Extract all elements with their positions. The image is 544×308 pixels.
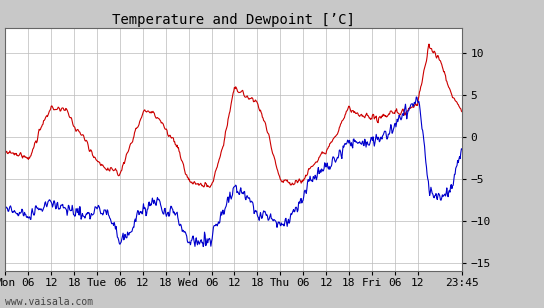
Text: www.vaisala.com: www.vaisala.com [5,297,94,307]
Title: Temperature and Dewpoint [’C]: Temperature and Dewpoint [’C] [113,13,355,26]
